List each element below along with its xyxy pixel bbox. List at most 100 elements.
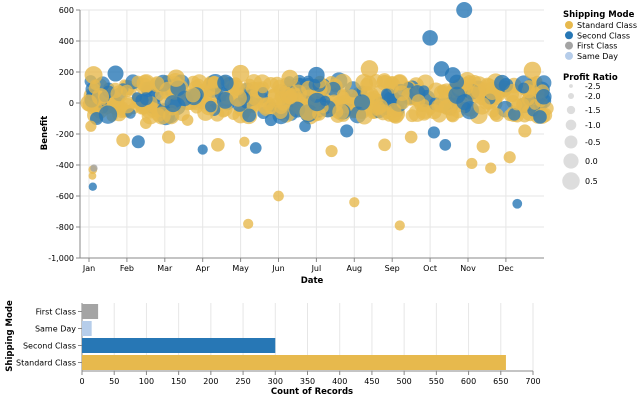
size-legend-circle bbox=[564, 135, 578, 149]
scatter-point bbox=[88, 171, 97, 180]
scatter-x-tick-label: Jun bbox=[271, 264, 285, 273]
scatter-point bbox=[140, 117, 152, 129]
scatter-point bbox=[503, 151, 516, 164]
scatter-point bbox=[427, 126, 440, 139]
scatter-point bbox=[256, 81, 269, 94]
size-legend-circle bbox=[567, 92, 575, 100]
scatter-point bbox=[136, 74, 154, 93]
bar-x-tick-label: 550 bbox=[429, 377, 444, 386]
scatter-point bbox=[88, 182, 97, 191]
scatter-point bbox=[476, 139, 490, 153]
scatter-y-tick-label: -200 bbox=[56, 130, 74, 139]
scatter-point bbox=[239, 136, 250, 147]
scatter-point bbox=[119, 97, 135, 114]
size-legend-circle bbox=[565, 119, 577, 131]
size-legend-items: -2.5-2.0 -1.5 -1.0 -0.5 0.0 0.5 bbox=[562, 82, 601, 190]
bar-same-day bbox=[82, 321, 92, 336]
bar-y-ticks: First Class Same Day Second Class Standard … bbox=[16, 308, 82, 368]
bar-x-tick-label: 450 bbox=[364, 377, 379, 386]
scatter-point bbox=[512, 198, 523, 209]
size-legend-label: -1.0 bbox=[585, 121, 601, 130]
scatter-point bbox=[131, 135, 145, 149]
scatter-x-tick-label: Mar bbox=[157, 264, 173, 273]
scatter-point bbox=[473, 97, 491, 115]
scatter-point bbox=[489, 108, 504, 123]
scatter-x-tick-label: Apr bbox=[196, 264, 211, 273]
bar-x-tick-label: 0 bbox=[79, 377, 84, 386]
scatter-point bbox=[494, 74, 511, 91]
size-legend-label: -0.5 bbox=[585, 138, 601, 147]
size-legend-circle bbox=[566, 105, 576, 115]
scatter-point bbox=[456, 2, 473, 18]
bar-x-tick-label: 100 bbox=[139, 377, 154, 386]
scatter-point bbox=[533, 110, 547, 124]
bar-x-tick-label: 650 bbox=[493, 377, 508, 386]
scatter-x-tick-label: May bbox=[232, 264, 249, 273]
scatter-point bbox=[273, 190, 284, 202]
bar-panel: First Class Same Day Second Class Standard … bbox=[5, 300, 541, 397]
scatter-point bbox=[231, 64, 250, 83]
bar-x-tick-label: 300 bbox=[268, 377, 283, 386]
size-legend-label: 0.5 bbox=[585, 177, 598, 186]
size-legend-label: -2.5 bbox=[585, 82, 601, 91]
color-legend-label: First Class bbox=[577, 42, 617, 51]
scatter-point bbox=[422, 30, 438, 46]
size-legend-title: Profit Ratio bbox=[563, 73, 618, 83]
scatter-point bbox=[386, 103, 402, 118]
bar-x-tick-label: 250 bbox=[235, 377, 250, 386]
scatter-point bbox=[242, 108, 257, 123]
scatter-point bbox=[523, 61, 542, 80]
scatter-point bbox=[360, 60, 379, 78]
bar-y-tick-label: Second Class bbox=[23, 342, 76, 351]
scatter-point bbox=[466, 157, 478, 170]
scatter-point bbox=[197, 144, 208, 155]
scatter-point bbox=[507, 108, 521, 121]
color-legend-label: Same Day bbox=[577, 52, 618, 61]
scatter-point bbox=[84, 66, 103, 85]
scatter-y-tick-label: 600 bbox=[59, 6, 74, 15]
scatter-point bbox=[90, 164, 98, 172]
color-legend-swatch bbox=[565, 21, 573, 29]
scatter-x-tick-label: Dec bbox=[498, 264, 513, 273]
scatter-x-tick-label: Sep bbox=[385, 264, 400, 273]
scatter-panel: 600 400 200 0 -200 -400 -600 -800 -1,000 Jan Feb M… bbox=[40, 2, 554, 286]
color-legend-label: Standard Class bbox=[577, 21, 637, 30]
bar-x-tick-label: 50 bbox=[109, 377, 119, 386]
scatter-y-tick-label: 0 bbox=[69, 99, 74, 108]
color-legend-swatch bbox=[565, 51, 573, 60]
scatter-point bbox=[164, 95, 182, 113]
scatter-point bbox=[185, 87, 201, 103]
scatter-point bbox=[378, 138, 391, 152]
scatter-point bbox=[444, 67, 461, 84]
bar-x-axis-title: Count of Records bbox=[271, 387, 353, 397]
scatter-x-tick-label: Jul bbox=[311, 264, 322, 273]
scatter-point bbox=[394, 85, 410, 102]
scatter-point bbox=[418, 85, 430, 96]
scatter-y-tick-label: -1,000 bbox=[48, 254, 74, 263]
scatter-point bbox=[229, 88, 247, 107]
scatter-point bbox=[355, 107, 373, 125]
scatter-point bbox=[208, 75, 221, 89]
scatter-point bbox=[536, 89, 552, 105]
scatter-x-axis-title: Date bbox=[301, 276, 324, 286]
scatter-point bbox=[485, 162, 497, 174]
scatter-x-tick-label: Jan bbox=[82, 264, 95, 273]
bar-x-tick-label: 150 bbox=[171, 377, 186, 386]
scatter-point bbox=[518, 82, 530, 94]
scatter-y-axis-title: Benefit bbox=[40, 116, 50, 150]
scatter-point bbox=[438, 90, 452, 104]
bar-marks bbox=[82, 304, 506, 370]
scatter-x-ticks: Jan Feb Mar Apr May Jun Jul Aug Sep Oct Nov Dec bbox=[82, 258, 514, 273]
scatter-point bbox=[116, 133, 130, 147]
scatter-y-tick-label: 200 bbox=[59, 68, 74, 77]
bar-x-ticks: 0 50 100 150 200 250 300 350 400 450 500 550 600 650 7… bbox=[79, 371, 541, 386]
scatter-point bbox=[227, 108, 240, 121]
scatter-points bbox=[80, 2, 554, 231]
bar-y-tick-label: Standard Class bbox=[16, 359, 76, 368]
scatter-point bbox=[404, 130, 418, 144]
scatter-point bbox=[325, 144, 338, 158]
bar-y-tick-label: Same Day bbox=[35, 325, 76, 334]
size-legend-circle bbox=[569, 84, 573, 88]
